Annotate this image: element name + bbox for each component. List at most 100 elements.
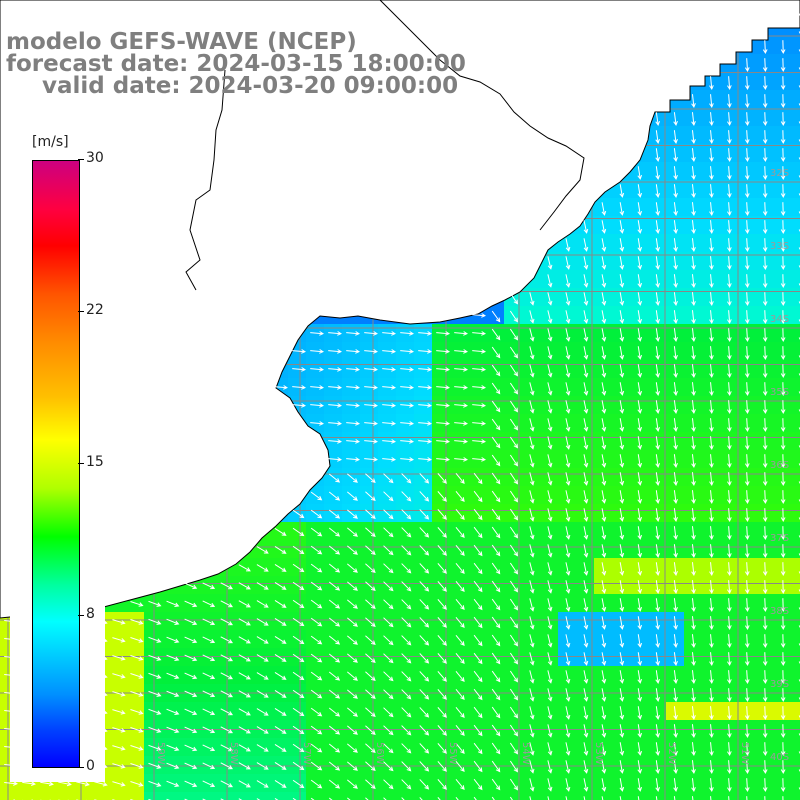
longitude-label: 51W: [739, 742, 750, 765]
wind-arrow: [637, 490, 643, 504]
wind-arrow: [401, 527, 412, 538]
wind-speed-cell: [792, 612, 800, 630]
wind-arrow: [780, 112, 786, 127]
wind-arrow: [691, 202, 696, 216]
wind-arrow: [601, 454, 607, 468]
wind-speed-cell: [612, 792, 630, 800]
wind-arrow: [112, 673, 126, 679]
wind-arrow: [673, 778, 678, 792]
wind-arrow: [565, 328, 571, 342]
wind-arrow: [328, 527, 341, 537]
wind-arrow: [673, 382, 678, 396]
wind-arrow: [310, 527, 323, 537]
wind-arrow: [382, 385, 397, 390]
wind-arrow: [292, 349, 307, 354]
wind-arrow: [455, 472, 465, 485]
wind-arrow: [744, 778, 750, 793]
wind-arrow: [473, 472, 483, 485]
wind-arrow: [709, 652, 714, 667]
wind-arrow: [673, 616, 678, 630]
wind-speed-cell: [792, 306, 800, 324]
wind-arrow: [744, 274, 750, 289]
wind-arrow: [780, 184, 786, 199]
wind-arrow: [583, 346, 589, 360]
wind-arrow: [166, 636, 180, 643]
wind-arrow: [744, 94, 750, 109]
wind-arrow: [727, 112, 732, 127]
wind-arrow: [383, 635, 394, 646]
wind-arrow: [220, 762, 234, 770]
wind-arrow: [565, 778, 571, 792]
wind-arrow: [637, 724, 643, 738]
wind-arrow: [328, 509, 341, 519]
colorbar-tick-label: 15: [78, 454, 104, 470]
wind-arrow: [328, 797, 333, 800]
wind-arrow: [346, 331, 361, 336]
wind-speed-cell: [792, 162, 800, 180]
coastline-inland-river: [185, 69, 226, 291]
wind-arrow: [691, 706, 696, 720]
wind-arrow: [419, 725, 430, 736]
wind-arrow: [455, 760, 465, 773]
wind-arrow: [256, 582, 269, 590]
wind-arrow: [130, 691, 144, 697]
wind-arrow: [619, 400, 625, 414]
wind-arrow: [166, 672, 180, 679]
wind-arrow: [455, 508, 465, 521]
wind-arrow: [762, 148, 768, 163]
wind-arrow: [529, 652, 535, 666]
wind-speed-cell: [792, 252, 800, 270]
wind-arrow: [238, 690, 251, 698]
wind-arrow: [112, 619, 126, 625]
wind-arrow: [565, 382, 571, 396]
wind-arrow: [529, 706, 535, 720]
wind-arrow: [509, 310, 519, 323]
wind-arrow: [780, 436, 786, 451]
wind-arrow: [310, 689, 323, 699]
wind-speed-cell: [270, 792, 288, 800]
wind-arrow: [419, 599, 430, 610]
wind-arrow: [274, 385, 289, 390]
wind-arrow: [655, 724, 661, 738]
wind-arrow: [709, 256, 714, 271]
wind-arrow: [727, 526, 732, 541]
wind-arrow: [419, 545, 430, 556]
wind-arrow: [673, 292, 678, 306]
wind-arrow: [256, 744, 269, 752]
wind-arrow: [274, 689, 287, 698]
wind-arrow: [328, 563, 341, 573]
wind-arrow: [220, 636, 234, 644]
wind-arrow: [583, 526, 589, 540]
wind-arrow: [401, 473, 412, 484]
wind-arrow: [583, 598, 589, 612]
latitude-label: 39S: [770, 679, 790, 690]
wind-arrow: [619, 256, 625, 270]
wind-arrow: [491, 382, 501, 395]
wind-arrow: [673, 112, 678, 126]
wind-arrow: [619, 508, 625, 522]
wind-arrow: [601, 652, 607, 666]
wind-arrow: [691, 544, 696, 558]
wind-arrow: [655, 670, 661, 684]
wind-arrow: [565, 706, 571, 720]
wind-arrow: [565, 346, 571, 360]
wind-arrow: [637, 328, 643, 342]
wind-arrow: [601, 796, 604, 800]
wind-arrow: [529, 436, 535, 450]
wind-arrow: [238, 780, 251, 788]
wind-arrow: [238, 762, 251, 770]
wind-arrow: [583, 670, 589, 684]
wind-arrow: [727, 328, 732, 343]
wind-arrow: [436, 367, 451, 372]
wind-speed-cell: [90, 792, 108, 800]
wind-arrow: [762, 436, 768, 451]
wind-arrow: [418, 439, 433, 444]
wind-arrow: [220, 744, 234, 752]
wind-arrow: [619, 238, 625, 252]
wind-arrow: [347, 707, 358, 717]
wind-arrow: [744, 76, 750, 91]
wind-arrow: [547, 328, 553, 342]
wind-speed-cell: [450, 792, 468, 800]
wind-arrow: [529, 310, 535, 324]
wind-arrow: [637, 760, 643, 774]
